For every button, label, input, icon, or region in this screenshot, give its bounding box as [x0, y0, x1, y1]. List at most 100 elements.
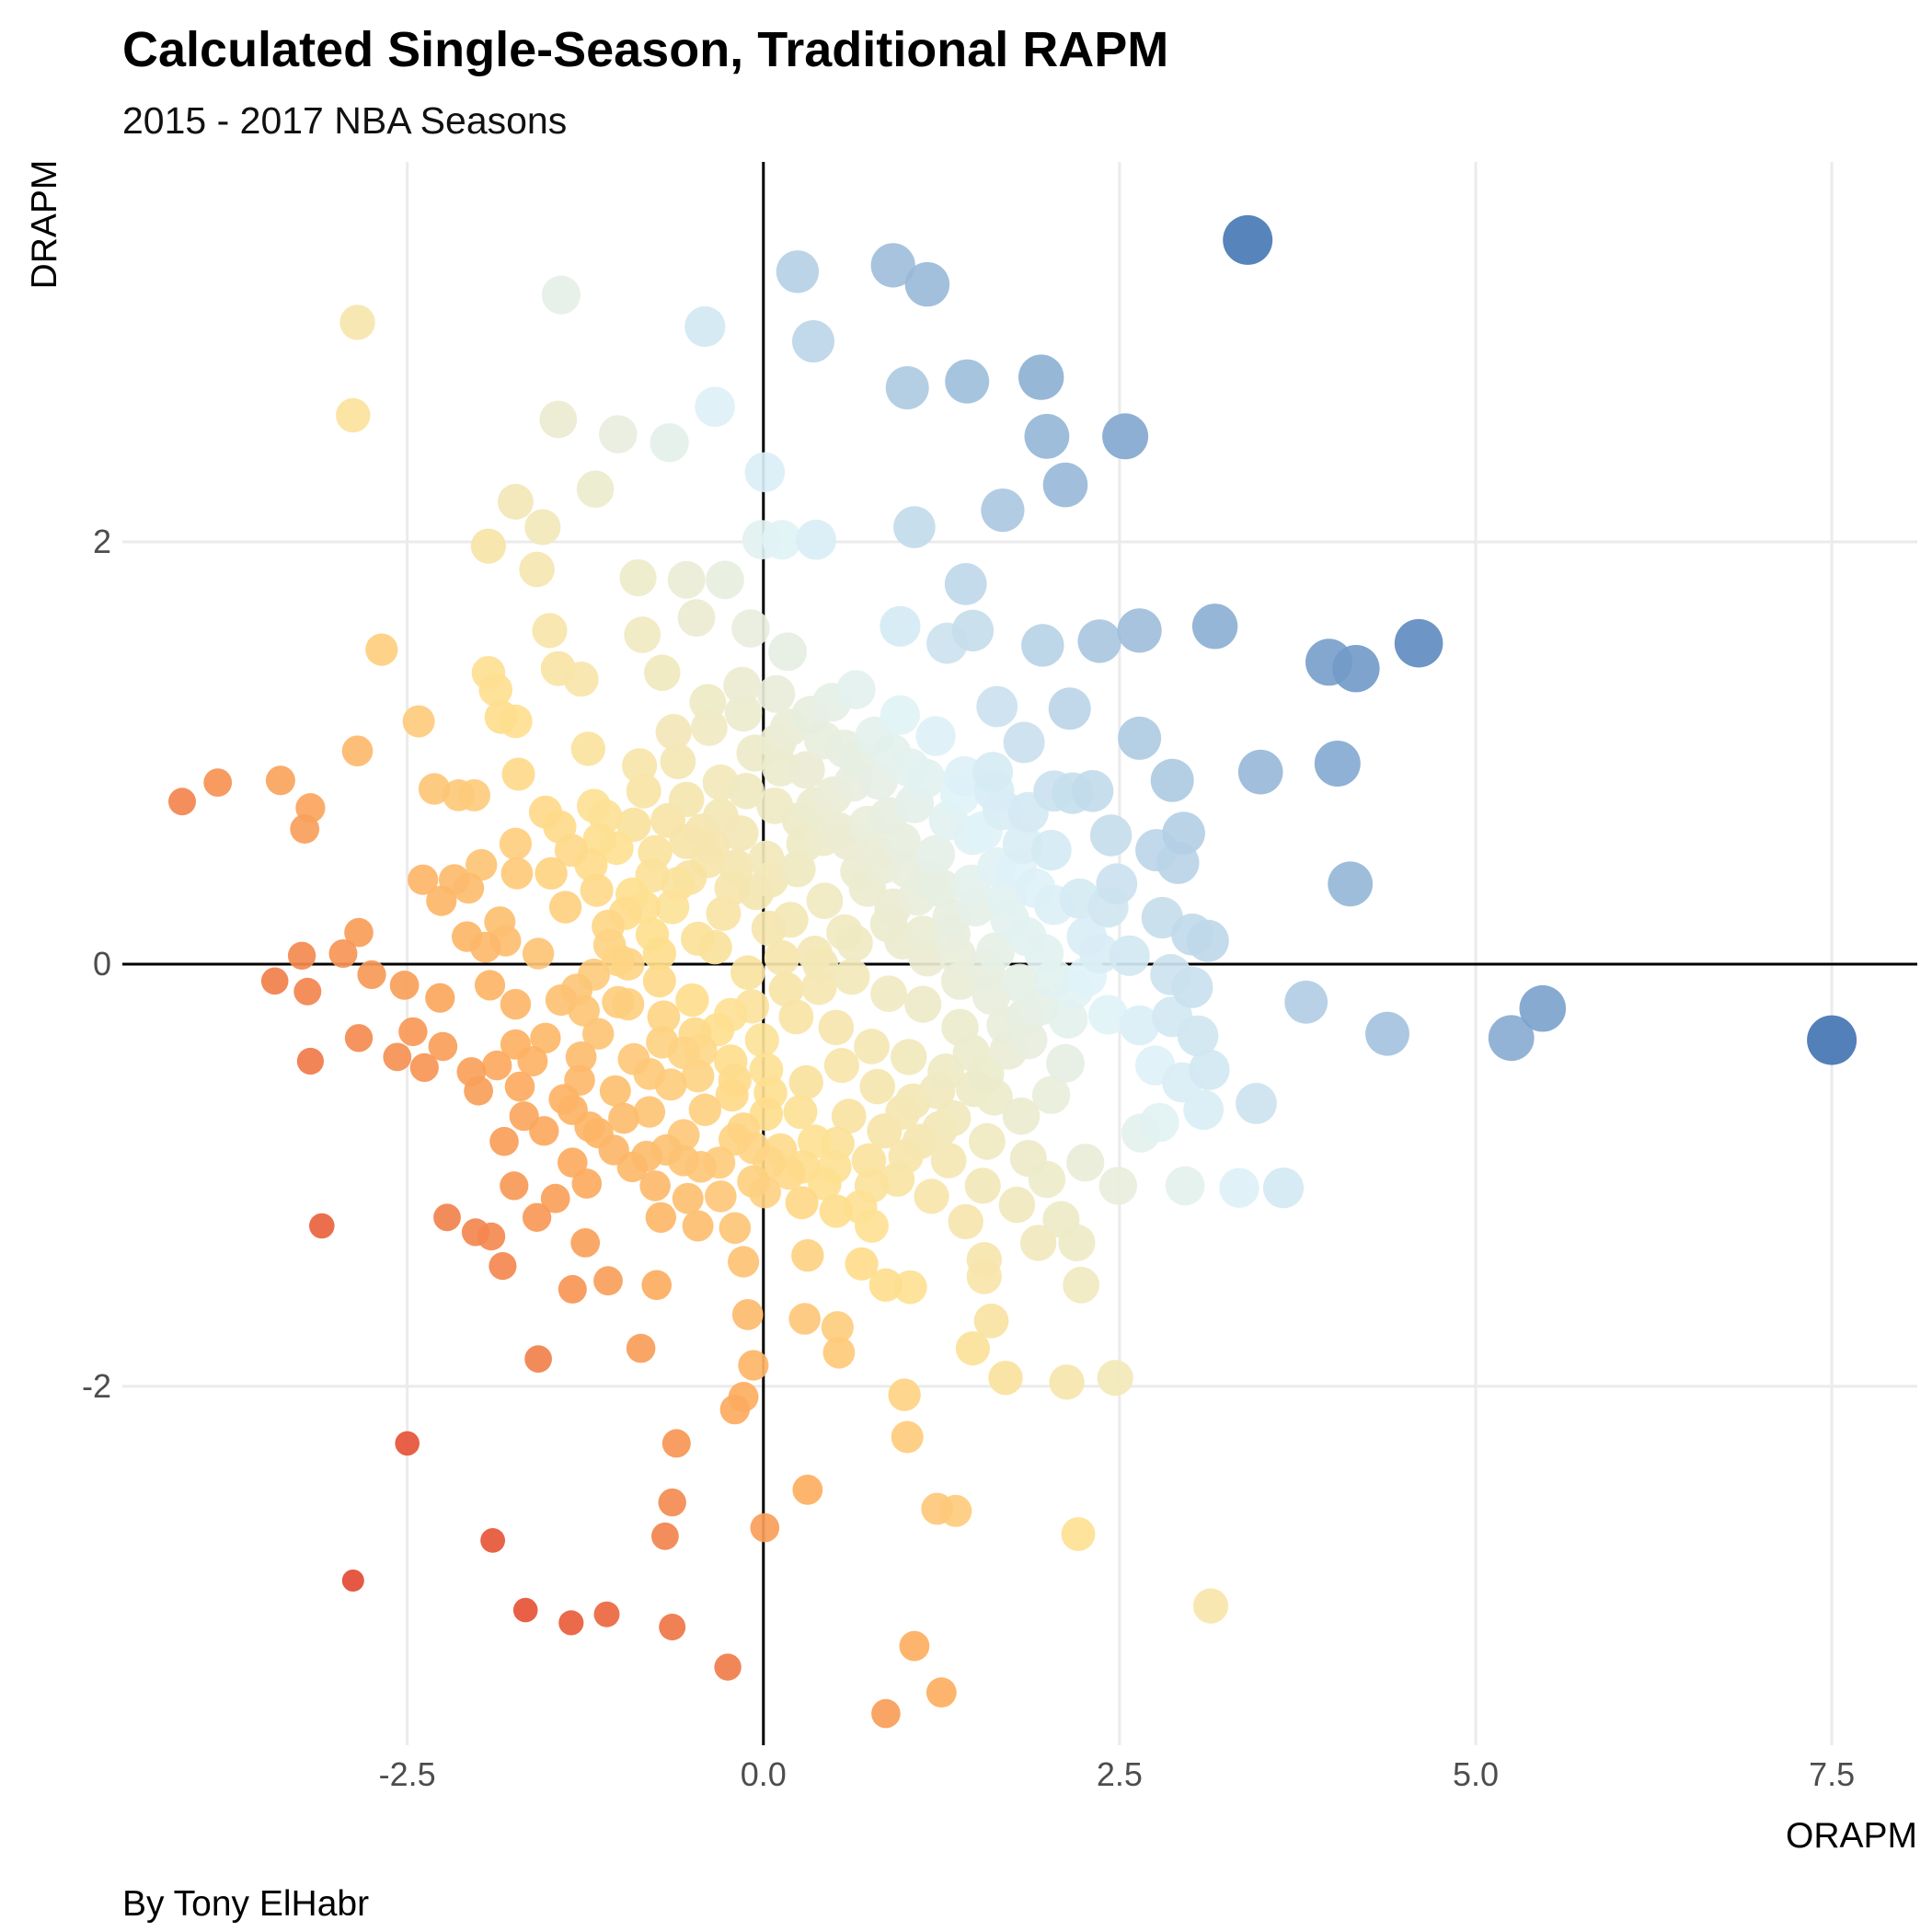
data-point: [461, 1218, 490, 1247]
data-point: [532, 613, 568, 649]
data-point: [602, 985, 635, 1018]
data-point: [948, 1203, 983, 1240]
data-point: [1177, 1015, 1219, 1057]
data-point: [402, 705, 435, 738]
data-point: [762, 520, 802, 560]
x-axis-label: ORAPM: [1786, 1816, 1917, 1856]
chart-title: Calculated Single-Season, Traditional RA…: [122, 22, 1168, 77]
data-point: [684, 305, 726, 348]
data-point: [776, 250, 820, 293]
data-point: [750, 1512, 780, 1543]
data-point: [577, 788, 611, 823]
data-point: [650, 423, 689, 463]
data-point: [859, 1068, 895, 1105]
data-point: [966, 1242, 1003, 1278]
data-point: [922, 868, 961, 908]
data-point: [1063, 1266, 1099, 1304]
data-point: [694, 828, 730, 864]
data-point: [672, 1182, 704, 1214]
data-point: [818, 1009, 855, 1046]
data-point: [904, 985, 942, 1023]
data-point: [819, 1194, 853, 1228]
data-point: [806, 882, 844, 919]
data-point: [622, 748, 658, 784]
data-point: [1002, 1097, 1041, 1135]
data-point: [1109, 935, 1150, 976]
x-tick-label: 7.5: [1809, 1755, 1855, 1793]
data-point: [1807, 1015, 1857, 1065]
data-point: [616, 807, 651, 843]
data-point: [633, 1096, 666, 1128]
data-point: [1237, 749, 1283, 795]
data-point: [499, 827, 533, 860]
data-point: [668, 781, 705, 818]
data-point: [1171, 966, 1213, 1008]
data-point: [791, 1238, 824, 1272]
data-point: [914, 1179, 949, 1214]
chart-caption: By Tony ElHabr: [122, 1884, 369, 1924]
data-point: [260, 967, 289, 995]
data-point: [512, 1597, 538, 1623]
data-point: [689, 684, 727, 721]
data-point: [293, 977, 322, 1006]
data-point: [792, 1474, 823, 1505]
data-point: [500, 1171, 529, 1201]
data-point: [822, 1336, 856, 1369]
data-point: [836, 925, 873, 961]
data-point: [1030, 830, 1072, 871]
data-point: [927, 1053, 964, 1090]
data-point: [659, 1614, 686, 1640]
data-point: [309, 1213, 335, 1239]
data-point: [783, 1095, 818, 1130]
data-point: [341, 1570, 364, 1592]
data-point: [964, 1167, 1001, 1204]
data-point: [1096, 863, 1138, 905]
data-point: [981, 489, 1025, 533]
data-point: [661, 1429, 691, 1458]
chart-subtitle: 2015 - 2017 NBA Seasons: [122, 99, 567, 142]
data-point: [470, 528, 506, 564]
data-point: [524, 1345, 552, 1373]
data-point: [941, 1008, 979, 1047]
data-point: [464, 1075, 493, 1106]
axis-ticks: -2.5 0.0 2.5 5.0 7.5 -2 0 2: [82, 523, 1855, 1793]
data-point: [426, 885, 457, 916]
data-point: [1187, 919, 1229, 962]
data-point: [548, 1084, 580, 1115]
data-point: [688, 1093, 721, 1127]
data-point: [1048, 687, 1091, 730]
data-point: [563, 661, 599, 697]
data-point: [1519, 984, 1567, 1032]
data-point: [554, 834, 588, 868]
data-point: [344, 917, 374, 948]
data-point: [545, 983, 578, 1017]
data-point: [599, 1075, 631, 1107]
data-point: [788, 1303, 821, 1335]
data-point: [785, 1186, 819, 1220]
data-point: [540, 1183, 570, 1213]
data-point: [582, 1018, 615, 1050]
data-point: [1079, 933, 1121, 974]
data-point: [624, 616, 661, 653]
data-point: [823, 1048, 860, 1084]
data-point: [764, 939, 800, 976]
data-point: [788, 1064, 823, 1100]
data-point: [905, 758, 946, 799]
data-point: [341, 735, 374, 766]
data-point: [880, 605, 921, 647]
data-point: [1165, 1166, 1205, 1206]
data-point: [593, 1601, 620, 1627]
data-points: [168, 214, 1857, 1729]
data-point: [1394, 618, 1443, 668]
data-point: [287, 941, 316, 970]
data-point: [1117, 608, 1162, 653]
data-point: [972, 752, 1014, 793]
data-point: [705, 1180, 737, 1213]
data-point: [1314, 741, 1361, 787]
data-point: [1018, 354, 1064, 400]
data-point: [744, 1023, 779, 1058]
data-point: [339, 305, 375, 340]
data-point: [328, 939, 358, 968]
data-point: [642, 937, 676, 971]
data-point: [719, 849, 754, 885]
